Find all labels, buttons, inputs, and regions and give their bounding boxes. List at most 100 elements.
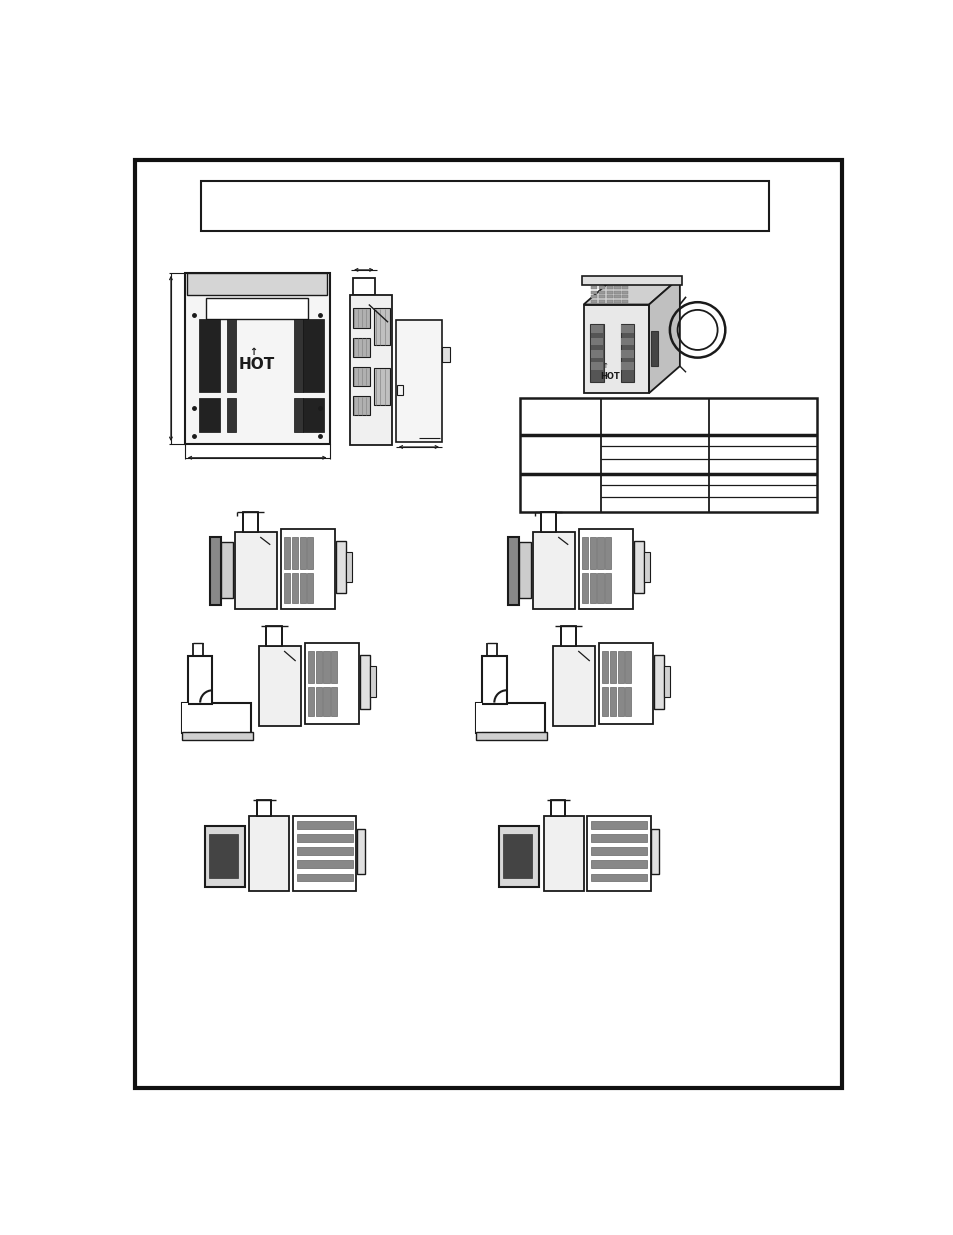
Bar <box>502 834 532 878</box>
Bar <box>620 324 634 382</box>
Bar <box>201 180 768 231</box>
Text: HOT: HOT <box>600 372 619 380</box>
Bar <box>331 651 336 683</box>
Text: HOT: HOT <box>239 357 275 372</box>
Bar <box>581 573 588 603</box>
Bar <box>591 300 597 303</box>
Bar <box>591 873 646 882</box>
Bar <box>441 347 449 362</box>
Bar <box>198 398 220 432</box>
Bar <box>353 367 369 387</box>
Bar <box>617 687 623 716</box>
Bar <box>349 294 392 445</box>
Bar <box>578 530 632 609</box>
Bar <box>396 385 403 395</box>
Bar <box>581 275 681 285</box>
Bar <box>620 362 633 370</box>
Bar <box>297 847 353 855</box>
Bar <box>591 282 597 284</box>
Bar <box>293 816 356 892</box>
Bar <box>621 295 628 299</box>
Bar <box>308 651 314 683</box>
Bar <box>591 821 646 829</box>
Bar <box>590 337 602 346</box>
Bar <box>598 282 604 284</box>
Bar <box>606 300 612 303</box>
Bar <box>227 319 236 393</box>
Polygon shape <box>583 305 648 393</box>
Bar <box>374 309 389 346</box>
Bar <box>581 537 588 569</box>
Bar <box>621 290 628 294</box>
Bar <box>297 873 353 882</box>
Bar <box>591 835 646 842</box>
Bar <box>323 687 329 716</box>
Bar <box>589 324 603 382</box>
Bar <box>609 687 616 716</box>
Bar <box>221 542 233 598</box>
Bar <box>353 337 369 357</box>
Bar <box>187 273 327 294</box>
Bar <box>284 573 290 603</box>
Bar <box>590 350 602 358</box>
Bar <box>257 800 271 816</box>
Bar <box>315 651 321 683</box>
Bar <box>305 643 358 724</box>
Bar <box>205 826 245 888</box>
Bar <box>297 835 353 842</box>
Bar <box>234 531 277 609</box>
Bar <box>620 350 633 358</box>
Bar <box>624 687 631 716</box>
Bar <box>598 643 652 724</box>
Bar <box>336 541 345 593</box>
Bar <box>606 295 612 299</box>
Bar <box>651 829 659 873</box>
Bar <box>281 530 335 609</box>
Bar <box>591 861 646 868</box>
Bar <box>227 398 236 432</box>
Bar <box>294 398 303 432</box>
Bar <box>297 821 353 829</box>
Bar <box>266 626 281 646</box>
Text: ↑: ↑ <box>249 347 257 357</box>
Bar <box>331 687 336 716</box>
Bar <box>621 287 628 289</box>
Bar <box>323 651 329 683</box>
Bar <box>520 399 816 513</box>
Bar <box>590 362 602 370</box>
Bar <box>181 703 188 734</box>
Bar <box>604 537 611 569</box>
Bar <box>353 309 369 327</box>
Bar <box>654 655 663 709</box>
Bar <box>591 290 597 294</box>
Bar <box>663 667 669 698</box>
Bar <box>621 282 628 284</box>
Bar <box>209 834 237 878</box>
Bar <box>591 287 597 289</box>
Bar <box>543 816 583 892</box>
Bar <box>589 537 596 569</box>
Bar <box>604 573 611 603</box>
Bar <box>498 826 538 888</box>
Bar <box>552 646 595 726</box>
Bar <box>181 732 253 740</box>
Bar <box>294 319 303 393</box>
Bar <box>185 273 329 443</box>
Bar <box>188 656 213 704</box>
Bar <box>606 287 612 289</box>
Bar <box>395 320 441 442</box>
Bar <box>299 537 305 569</box>
Bar <box>292 573 297 603</box>
Bar <box>551 800 564 816</box>
Bar <box>591 295 597 299</box>
Bar <box>601 651 608 683</box>
Bar <box>476 703 481 734</box>
Bar <box>634 541 643 593</box>
Bar <box>345 552 352 582</box>
Bar <box>476 703 544 734</box>
Bar <box>540 511 556 531</box>
Bar <box>598 295 604 299</box>
Bar <box>508 537 518 605</box>
Bar <box>614 282 620 284</box>
Bar <box>598 300 604 303</box>
